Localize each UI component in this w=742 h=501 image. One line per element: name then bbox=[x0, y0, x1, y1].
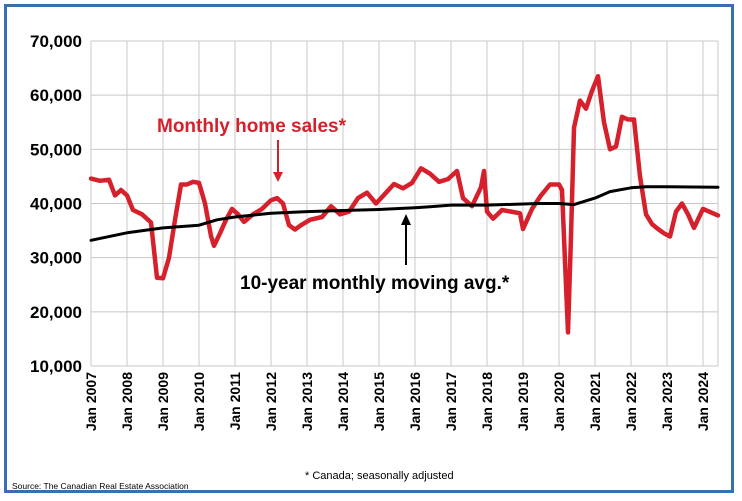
x-tick-label: Jan 2009 bbox=[155, 372, 171, 431]
gridlines bbox=[90, 40, 719, 367]
moving-average-line bbox=[89, 185, 720, 242]
x-tick-label: Jan 2016 bbox=[407, 372, 423, 431]
footnote: * Canada; seasonally adjusted bbox=[305, 470, 454, 482]
y-tick-label: 50,000 bbox=[30, 140, 82, 159]
y-tick-label: 70,000 bbox=[30, 32, 82, 51]
x-tick-label: Jan 2021 bbox=[587, 372, 603, 431]
y-tick-label: 10,000 bbox=[30, 357, 82, 376]
y-tick-label: 20,000 bbox=[30, 303, 82, 322]
x-tick-label: Jan 2011 bbox=[227, 372, 243, 431]
sales-annotation-arrowhead bbox=[273, 172, 283, 182]
x-tick-label: Jan 2015 bbox=[371, 372, 387, 431]
y-tick-label: 30,000 bbox=[30, 249, 82, 268]
x-tick-label: Jan 2017 bbox=[443, 372, 459, 431]
x-tick-label: Jan 2012 bbox=[263, 372, 279, 431]
avg-annotation-label: 10-year monthly moving avg.* bbox=[240, 273, 510, 294]
y-tick-label: 60,000 bbox=[30, 86, 82, 105]
x-axis-ticks: Jan 2007 Jan 2008 Jan 2009 Jan 2010 Jan 2011… bbox=[83, 372, 711, 431]
x-tick-label: Jan 2007 bbox=[83, 372, 99, 431]
chart-frame bbox=[4, 4, 734, 493]
x-tick-label: Jan 2013 bbox=[299, 372, 315, 431]
x-tick-label: Jan 2018 bbox=[479, 372, 495, 431]
source-credit: Source: The Canadian Real Estate Associa… bbox=[12, 481, 189, 491]
x-tick-label: Jan 2022 bbox=[623, 372, 639, 431]
sales-annotation-label: Monthly home sales* bbox=[157, 116, 347, 137]
x-tick-label: Jan 2010 bbox=[191, 372, 207, 431]
x-tick-label: Jan 2024 bbox=[695, 372, 711, 431]
avg-annotation-arrowhead bbox=[401, 214, 411, 225]
monthly-sales-line bbox=[88, 73, 721, 335]
x-tick-label: Jan 2023 bbox=[659, 372, 675, 431]
series-lines bbox=[88, 73, 721, 335]
x-tick-label: Jan 2014 bbox=[335, 372, 351, 431]
x-tick-label: Jan 2019 bbox=[515, 372, 531, 431]
y-tick-label: 40,000 bbox=[30, 195, 82, 214]
x-tick-label: Jan 2020 bbox=[551, 372, 567, 431]
annotations: Monthly home sales* 10-year monthly movi… bbox=[157, 116, 510, 294]
x-tick-label: Jan 2008 bbox=[119, 372, 135, 431]
y-axis-ticks: 10,000 20,000 30,000 40,000 50,000 60,000 70,0… bbox=[30, 32, 82, 376]
